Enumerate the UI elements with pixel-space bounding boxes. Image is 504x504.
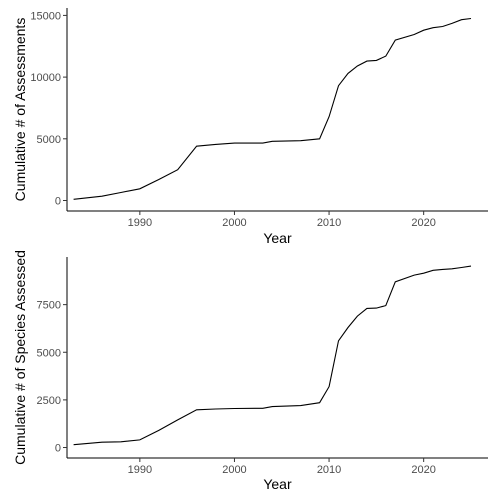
y-axis-title: Cumulative # of Assessments <box>12 18 28 202</box>
x-axis-title: Year <box>263 476 292 492</box>
x-tick-label: 2010 <box>317 217 341 229</box>
y-tick-label: 0 <box>55 196 61 208</box>
x-tick-label: 2000 <box>222 464 246 476</box>
x-axis-title: Year <box>263 230 292 246</box>
x-tick-label: 1990 <box>128 217 152 229</box>
x-tick-label: 2000 <box>222 217 246 229</box>
x-tick-label: 2010 <box>317 464 341 476</box>
y-tick-label: 5000 <box>37 347 61 359</box>
y-tick-label: 5000 <box>37 134 61 146</box>
chart-panel-bottom: 1990 2000 2010 2020 0 2500 5000 7500 Year Cumulat… <box>12 250 488 492</box>
y-tick-label: 2500 <box>37 395 61 407</box>
x-tick-label: 1990 <box>128 464 152 476</box>
y-tick-label: 0 <box>55 443 61 455</box>
series-line <box>73 265 472 446</box>
y-tick-label: 15000 <box>30 10 61 22</box>
x-tick-label: 2020 <box>411 217 435 229</box>
y-axis-title: Cumulative # of Species Assessed <box>12 250 28 465</box>
x-tick-label: 2020 <box>411 464 435 476</box>
series-line <box>73 17 472 200</box>
y-tick-label: 10000 <box>30 72 61 84</box>
chart-panel-top: 1990 2000 2010 2020 0 5000 10000 15000 Year Cumul… <box>12 8 488 246</box>
y-tick-label: 7500 <box>37 300 61 312</box>
